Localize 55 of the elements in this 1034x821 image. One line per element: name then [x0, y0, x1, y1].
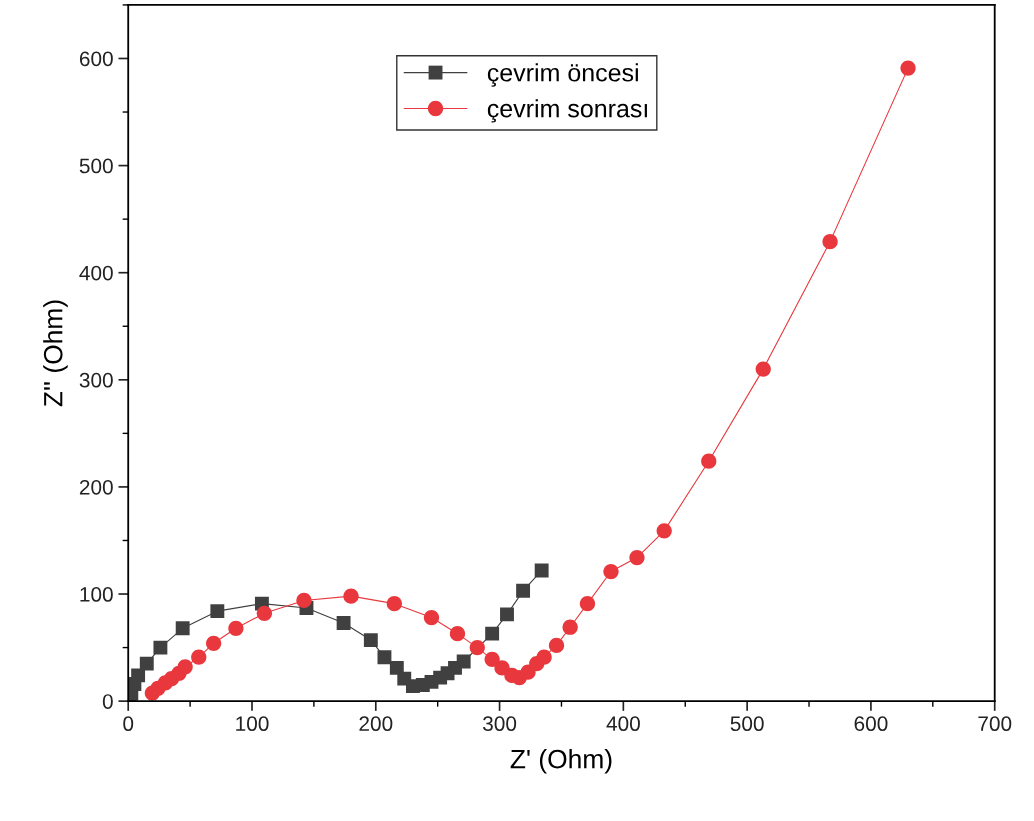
point	[377, 650, 392, 665]
point	[205, 635, 222, 651]
x-tick-label: 600	[854, 716, 888, 732]
y-tick-label: 100	[80, 587, 113, 602]
point	[579, 596, 596, 612]
x-axis-title: Z' (Ohm)	[510, 749, 612, 774]
point	[139, 656, 154, 671]
point	[153, 640, 168, 655]
legend-label: çevrim sonrası	[487, 99, 647, 123]
x-tick-label: 100	[236, 716, 269, 732]
point	[656, 523, 672, 539]
point	[210, 604, 225, 619]
y-tick-label: 400	[79, 265, 113, 281]
y-tick-label: 500	[79, 158, 113, 174]
point	[629, 549, 645, 566]
point	[191, 649, 207, 665]
y-axis-title: Z'' (Ohm)	[43, 300, 68, 407]
point	[228, 620, 244, 636]
point	[131, 668, 146, 683]
point	[343, 588, 359, 604]
point	[485, 626, 500, 641]
point	[175, 621, 190, 636]
point	[423, 609, 440, 626]
point	[548, 637, 565, 654]
point	[822, 234, 838, 250]
point	[701, 453, 717, 469]
point	[900, 60, 916, 76]
point	[449, 626, 466, 642]
point	[603, 563, 619, 580]
x-tick-label: 200	[359, 716, 393, 732]
point	[562, 619, 578, 635]
point	[456, 654, 471, 669]
point	[755, 361, 771, 377]
y-tick-label: 200	[79, 479, 113, 495]
point	[516, 583, 531, 598]
y-tick-label: 300	[79, 372, 113, 388]
legend-label: çevrim öncesi	[487, 63, 638, 87]
x-tick-label: 300	[482, 716, 517, 732]
x-tick-label: 500	[730, 716, 764, 732]
point	[469, 639, 485, 656]
point	[336, 616, 351, 630]
point	[296, 592, 312, 609]
point	[534, 563, 549, 578]
point	[386, 596, 402, 612]
point	[177, 659, 193, 675]
x-tick-label: 700	[978, 716, 1012, 732]
point	[363, 633, 378, 648]
x-tick-label: 0	[123, 716, 134, 732]
y-tick-label: 0	[102, 694, 113, 709]
point	[484, 651, 500, 667]
x-tick-label: 400	[606, 716, 640, 732]
point	[256, 605, 273, 621]
point	[536, 649, 552, 665]
point	[500, 607, 514, 622]
y-tick-label: 600	[79, 51, 113, 67]
